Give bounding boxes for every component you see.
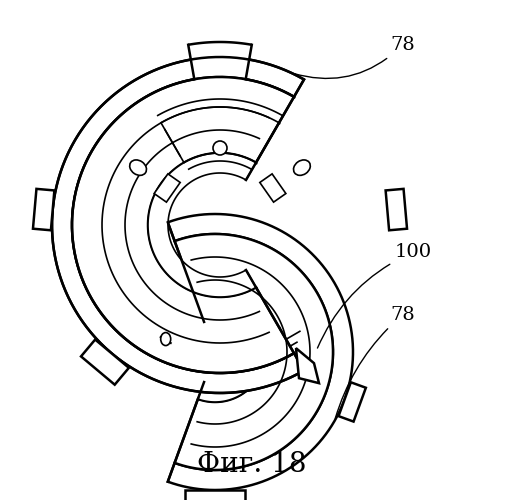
Text: 78: 78 bbox=[335, 306, 415, 418]
Circle shape bbox=[213, 141, 227, 155]
Text: Фиг. 18: Фиг. 18 bbox=[197, 452, 307, 478]
Ellipse shape bbox=[293, 160, 310, 176]
Polygon shape bbox=[168, 214, 353, 490]
Polygon shape bbox=[72, 77, 294, 373]
Polygon shape bbox=[33, 189, 55, 230]
Text: 100: 100 bbox=[318, 243, 432, 348]
Polygon shape bbox=[154, 174, 180, 202]
Polygon shape bbox=[175, 234, 333, 470]
Text: 78: 78 bbox=[294, 36, 415, 78]
Polygon shape bbox=[386, 189, 407, 230]
Polygon shape bbox=[148, 153, 256, 297]
Polygon shape bbox=[198, 302, 265, 402]
Polygon shape bbox=[81, 340, 129, 384]
Polygon shape bbox=[260, 174, 286, 202]
Polygon shape bbox=[338, 382, 366, 422]
Polygon shape bbox=[52, 57, 304, 393]
Polygon shape bbox=[185, 490, 245, 500]
Ellipse shape bbox=[130, 160, 146, 176]
Polygon shape bbox=[296, 348, 319, 383]
Ellipse shape bbox=[161, 332, 171, 345]
